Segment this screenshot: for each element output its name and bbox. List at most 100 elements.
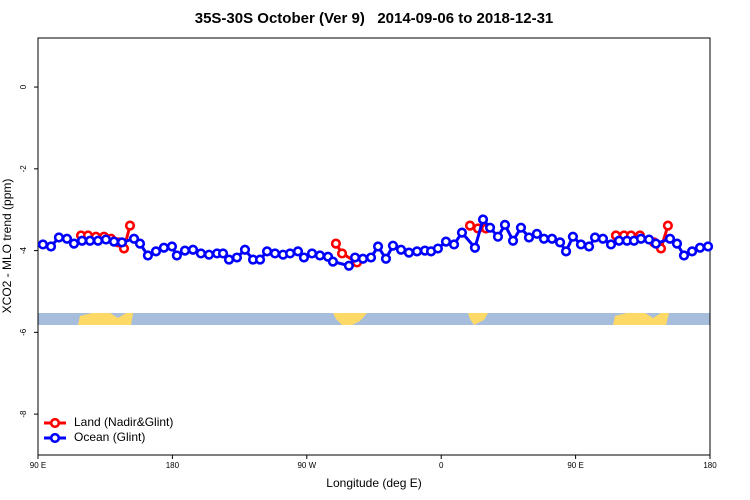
data-point xyxy=(432,243,444,254)
x-axis-title: Longitude (deg E) xyxy=(326,476,421,490)
data-point xyxy=(284,248,296,259)
y-tick-label: -4 xyxy=(19,246,28,254)
data-point xyxy=(387,240,399,251)
data-point xyxy=(515,222,527,233)
data-point xyxy=(84,235,96,246)
data-point xyxy=(650,238,662,249)
legend-marker xyxy=(49,417,61,429)
data-point xyxy=(395,244,407,255)
data-point xyxy=(440,236,452,247)
data-point xyxy=(217,248,229,259)
data-point xyxy=(554,237,566,248)
data-point xyxy=(671,238,683,249)
data-point xyxy=(336,248,348,259)
data-point xyxy=(330,238,342,249)
data-point xyxy=(37,239,49,250)
data-point xyxy=(662,220,673,231)
data-point xyxy=(664,233,676,244)
x-tick-label: 90 W xyxy=(297,461,316,470)
data-point xyxy=(583,241,595,252)
y-axis-title: XCO2 - MLO trend (ppm) xyxy=(0,179,14,314)
x-tick-label: 180 xyxy=(166,461,180,470)
data-point xyxy=(411,246,423,257)
data-point xyxy=(231,252,243,263)
data-point xyxy=(372,241,384,252)
data-point xyxy=(694,242,706,253)
legend-label: Ocean (Glint) xyxy=(74,430,145,444)
data-point xyxy=(448,239,460,250)
data-point xyxy=(469,242,481,253)
data-point xyxy=(187,244,199,255)
data-point xyxy=(314,250,326,261)
data-point xyxy=(124,220,136,231)
data-point xyxy=(76,235,88,246)
data-point xyxy=(142,250,154,261)
data-point xyxy=(357,253,369,264)
land-shape xyxy=(333,313,367,325)
data-point xyxy=(507,235,519,246)
ocean-strip xyxy=(38,313,710,325)
data-point xyxy=(484,222,496,233)
data-point xyxy=(546,233,558,244)
data-point xyxy=(678,250,690,261)
data-point xyxy=(702,241,714,252)
data-point xyxy=(643,234,655,245)
data-point xyxy=(134,238,146,249)
y-tick-label: 0 xyxy=(19,84,28,89)
land-shape xyxy=(468,313,488,325)
data-point xyxy=(560,246,572,257)
data-point xyxy=(45,241,57,252)
data-point xyxy=(239,244,251,255)
data-point xyxy=(100,234,112,245)
data-point xyxy=(589,232,601,243)
data-point xyxy=(108,236,120,247)
map-strip xyxy=(38,313,710,325)
data-point xyxy=(68,238,80,249)
data-point xyxy=(499,219,511,230)
data-point xyxy=(195,248,207,259)
data-point xyxy=(349,252,361,263)
data-point xyxy=(179,245,191,256)
data-point xyxy=(403,247,415,258)
data-point xyxy=(158,242,169,253)
data-point xyxy=(456,227,468,238)
data-point xyxy=(464,220,476,231)
data-point xyxy=(150,246,162,257)
data-point xyxy=(254,254,266,265)
data-point xyxy=(613,235,625,246)
data-point xyxy=(223,254,235,265)
data-point xyxy=(477,214,489,225)
land-shape xyxy=(78,313,133,325)
data-point xyxy=(171,250,182,261)
data-point xyxy=(203,249,215,260)
data-point xyxy=(92,235,104,246)
data-point xyxy=(531,228,543,239)
data-point xyxy=(567,231,579,242)
data-point xyxy=(298,252,310,263)
data-point xyxy=(575,239,587,250)
data-point xyxy=(635,233,647,244)
data-point xyxy=(61,233,73,244)
data-point xyxy=(686,246,698,257)
data-point xyxy=(380,253,392,264)
data-point xyxy=(492,231,504,242)
data-point xyxy=(269,248,281,259)
data-point xyxy=(597,233,609,244)
legend-label: Land (Nadir&Glint) xyxy=(74,415,173,429)
data-point xyxy=(523,232,535,243)
data-point xyxy=(365,252,377,263)
data-point xyxy=(116,237,128,248)
x-tick-label: 90 E xyxy=(30,461,46,470)
y-tick-label: -2 xyxy=(19,165,28,173)
x-tick-label: 0 xyxy=(439,461,444,470)
chart-title: 35S-30S October (Ver 9) 2014-09-06 to 20… xyxy=(195,10,554,27)
data-point xyxy=(538,233,550,244)
legend-marker xyxy=(49,432,61,444)
land-shape xyxy=(613,313,669,325)
data-point xyxy=(53,232,65,243)
y-tick-label: -8 xyxy=(19,410,28,418)
x-tick-label: 90 E xyxy=(567,461,583,470)
data-point xyxy=(343,260,355,271)
x-tick-label: 180 xyxy=(703,461,717,470)
